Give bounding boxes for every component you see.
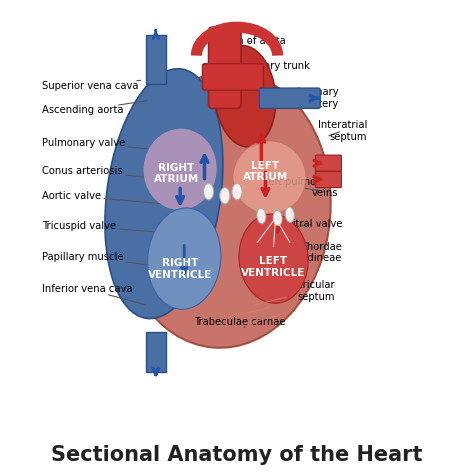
FancyBboxPatch shape	[209, 27, 241, 109]
Ellipse shape	[239, 214, 308, 303]
Text: Trabeculae carnae: Trabeculae carnae	[194, 317, 286, 328]
Ellipse shape	[203, 183, 214, 200]
FancyBboxPatch shape	[202, 64, 264, 90]
Ellipse shape	[105, 69, 223, 319]
Ellipse shape	[232, 183, 242, 200]
Ellipse shape	[257, 208, 266, 224]
Text: Mitral valve: Mitral valve	[284, 219, 343, 229]
Text: Aortic valve: Aortic valve	[42, 191, 161, 204]
Text: Left pulmonary
artery: Left pulmonary artery	[263, 87, 338, 109]
Text: Sectional Anatomy of the Heart: Sectional Anatomy of the Heart	[51, 445, 423, 465]
Text: Arch of aorta: Arch of aorta	[221, 36, 286, 46]
Text: Interventricular
septum: Interventricular septum	[257, 280, 335, 302]
FancyBboxPatch shape	[315, 171, 341, 188]
Text: RIGHT
ATRIUM: RIGHT ATRIUM	[154, 163, 199, 184]
Text: Conus arteriosis: Conus arteriosis	[42, 166, 147, 177]
Ellipse shape	[119, 72, 331, 348]
Text: Inferior vena cava: Inferior vena cava	[42, 284, 145, 305]
Ellipse shape	[273, 210, 282, 226]
Bar	[146, 35, 166, 84]
Bar	[146, 332, 166, 373]
Ellipse shape	[144, 129, 217, 210]
Ellipse shape	[285, 207, 294, 222]
Text: Tricuspid valve: Tricuspid valve	[42, 221, 185, 234]
FancyBboxPatch shape	[315, 155, 341, 171]
Ellipse shape	[214, 46, 276, 147]
Text: Pulmonary trunk: Pulmonary trunk	[227, 61, 310, 74]
Text: Ascending aorta: Ascending aorta	[42, 100, 147, 116]
Text: Superior vena cava: Superior vena cava	[42, 80, 141, 91]
Ellipse shape	[220, 188, 230, 204]
Text: Papillary muscle: Papillary muscle	[42, 252, 177, 268]
Text: LEFT
ATRIUM: LEFT ATRIUM	[243, 161, 288, 182]
Text: Left pulmonary
veins: Left pulmonary veins	[263, 177, 338, 199]
Text: LEFT
VENTRICLE: LEFT VENTRICLE	[241, 256, 306, 278]
Text: Interatrial
septum: Interatrial septum	[318, 120, 367, 142]
Text: Pulmonary valve: Pulmonary valve	[42, 138, 147, 149]
Ellipse shape	[233, 141, 306, 214]
Text: RIGHT
VENTRICLE: RIGHT VENTRICLE	[148, 258, 212, 280]
FancyBboxPatch shape	[259, 88, 320, 109]
Text: Chordae
tendineae: Chordae tendineae	[289, 242, 343, 264]
Ellipse shape	[147, 208, 221, 310]
